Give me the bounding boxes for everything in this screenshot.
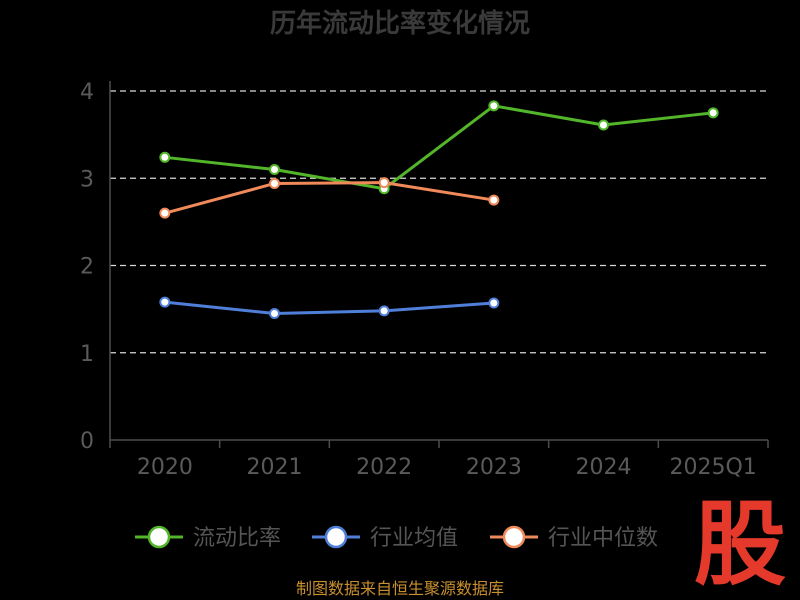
legend-marker [324,525,348,549]
x-tick-label: 2020 [137,455,193,480]
series-2 [159,177,500,219]
data-point[interactable] [159,296,171,308]
x-tick-label: 2023 [466,455,522,480]
y-tick-label: 1 [80,342,94,367]
series-1 [159,296,500,319]
x-tick-label: 2022 [356,455,412,480]
legend-label: 行业中位数 [548,526,658,551]
y-tick-label: 4 [80,80,94,105]
data-point[interactable] [488,194,500,206]
data-point[interactable] [378,177,390,189]
source-footer: 制图数据来自恒生聚源数据库 [296,579,504,598]
x-tick-label: 2025Q1 [670,455,757,480]
data-point[interactable] [269,164,280,176]
x-tick-label: 2021 [247,455,303,480]
y-tick-label: 3 [80,167,94,192]
y-tick-label: 2 [80,255,94,280]
legend-marker [147,525,171,549]
legend-marker [502,525,526,549]
legend[interactable]: 流动比率 行业均值 行业中位数 [135,525,658,551]
x-tick-label: 2024 [576,455,632,480]
data-point[interactable] [488,297,500,309]
series-0 [159,100,719,195]
data-point[interactable] [488,100,500,112]
legend-label: 流动比率 [193,526,281,551]
axes: 0 1 2 3 4 2020 2021 2022 2023 2024 2025Q1 [80,80,769,480]
legend-item[interactable]: 流动比率 [135,525,281,551]
watermark-logo: 股 [694,491,786,598]
series-line [164,104,714,191]
series-line [164,181,495,215]
grid [110,90,768,354]
data-point[interactable] [159,207,171,219]
chart-title: 历年流动比率变化情况 [270,8,530,39]
data-point[interactable] [598,119,609,131]
legend-item[interactable]: 行业中位数 [490,525,658,551]
series-layer [159,100,719,319]
data-point[interactable] [159,151,171,163]
legend-item[interactable]: 行业均值 [312,525,458,551]
data-point[interactable] [269,307,280,319]
data-point[interactable] [269,177,280,189]
data-point[interactable] [378,305,390,317]
legend-label: 行业均值 [370,526,458,551]
series-line [164,300,494,315]
data-point[interactable] [707,107,719,119]
y-tick-label: 0 [80,429,94,454]
